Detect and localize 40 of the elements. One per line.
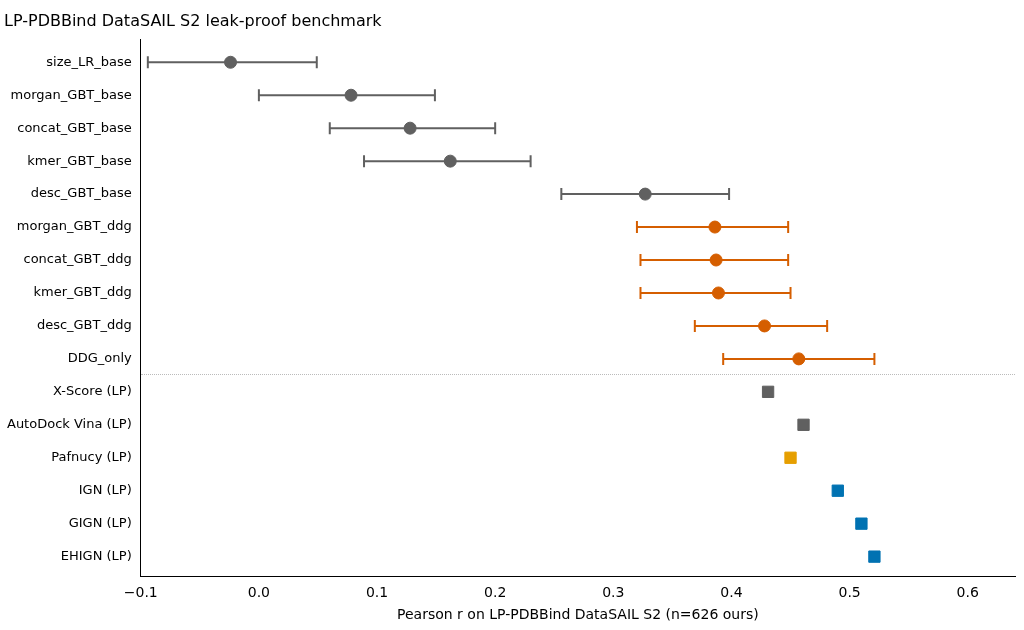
point	[344, 88, 358, 102]
x-tick-label: 0.6	[956, 584, 979, 601]
y-tick-label: kmer_GBT_base	[27, 152, 132, 168]
x-tick-label: 0.4	[720, 584, 743, 601]
y-tick-label: IGN (LP)	[78, 482, 132, 498]
point	[855, 517, 868, 530]
y-tick-label: desc_GBT_ddg	[36, 317, 132, 333]
x-tick-label: 0.2	[484, 584, 507, 601]
x-tick-label: 0.3	[602, 584, 625, 601]
point	[403, 121, 417, 135]
point	[711, 286, 725, 300]
y-tick-label: concat_GBT_ddg	[23, 251, 132, 267]
y-tick-label: desc_GBT_base	[30, 185, 132, 201]
x-tick-label: −0.1	[123, 584, 158, 601]
chart-title: LP-PDBBind DataSAIL S2 leak-proof benchmark	[4, 10, 383, 30]
y-tick-label: morgan_GBT_base	[10, 86, 132, 102]
point	[708, 220, 722, 234]
y-tick-label: morgan_GBT_ddg	[16, 218, 132, 234]
y-tick-label: X-Score (LP)	[53, 383, 132, 399]
y-tick-label: size_LR_base	[46, 53, 132, 69]
y-tick-label: concat_GBT_base	[17, 119, 132, 135]
y-tick-label: EHIGN (LP)	[60, 548, 132, 563]
point	[224, 55, 238, 69]
x-tick-label: 0.0	[247, 584, 271, 601]
point	[638, 187, 652, 201]
point	[784, 451, 797, 464]
y-tick-label: AutoDock Vina (LP)	[6, 416, 132, 432]
point	[831, 484, 844, 497]
y-tick-label: DDG_only	[67, 350, 133, 366]
y-tick-label: GIGN (LP)	[68, 515, 132, 531]
y-tick-label: kmer_GBT_ddg	[33, 284, 132, 300]
point	[758, 319, 772, 333]
y-tick-label: Pafnucy (LP)	[51, 449, 132, 465]
x-tick-label: 0.1	[365, 584, 389, 601]
point	[709, 253, 723, 267]
x-tick-label: 0.5	[838, 584, 861, 601]
point	[443, 154, 457, 168]
x-axis-title: Pearson r on LP-PDBBind DataSAIL S2 (n=626 ours)	[397, 606, 759, 623]
point	[792, 352, 806, 366]
point	[868, 550, 881, 563]
